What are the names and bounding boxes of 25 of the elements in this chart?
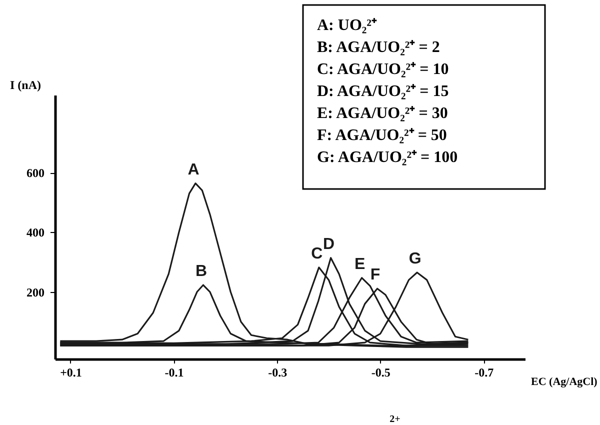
text: B: AGA/UO₂²⁺ = 2 — [317, 39, 440, 56]
x-tick-label: -0.5 — [371, 366, 390, 380]
series-label: A — [188, 161, 200, 178]
x-tick-label: -0.1 — [164, 366, 184, 380]
series-label: F — [370, 266, 380, 284]
text: 2+ — [390, 414, 401, 425]
series-label: B — [195, 263, 208, 280]
annotation: E: AGA/UO₂²⁺ = 30 — [317, 105, 448, 122]
x-axis-title: EC (Ag/AgCl) — [531, 376, 598, 388]
series-label: D — [323, 236, 335, 253]
series-label: G — [408, 250, 422, 268]
annotation: D: AGA/UO₂²⁺ = 15 — [317, 83, 449, 100]
y-axis-title: I (nA) — [10, 78, 42, 92]
y-tick-label: 200 — [26, 285, 44, 300]
y-tick-label: 600 — [26, 166, 44, 180]
text: C: AGA/UO₂²⁺ = 10 — [317, 61, 449, 78]
series-label: E — [354, 256, 366, 273]
x-tick-label: -0.3 — [268, 366, 288, 380]
x-tick-label: -0.7 — [474, 366, 494, 380]
y-tick-label: 400 — [26, 226, 44, 240]
text: A: UO₂²⁺ — [317, 17, 378, 34]
annotation: G: AGA/UO₂²⁺ = 100 — [317, 149, 458, 166]
x-tick-label: +0.1 — [60, 366, 82, 380]
series-label: C — [311, 245, 324, 262]
annotation: F: AGA/UO₂²⁺ = 50 — [317, 127, 447, 144]
